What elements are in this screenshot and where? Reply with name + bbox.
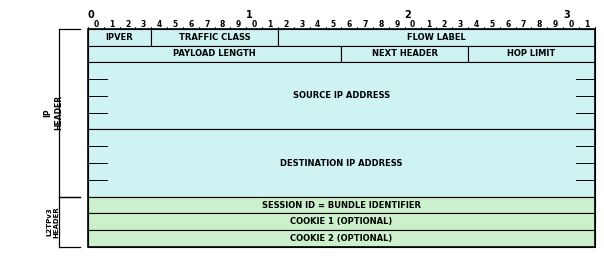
Text: L2TPv3
HEADER: L2TPv3 HEADER — [47, 206, 60, 238]
Bar — [88, 129, 595, 197]
Text: 4: 4 — [156, 20, 162, 29]
Text: 1: 1 — [584, 20, 590, 29]
Bar — [88, 29, 595, 247]
Text: SESSION ID = BUNDLE IDENTIFIER: SESSION ID = BUNDLE IDENTIFIER — [262, 201, 421, 210]
Text: IPVER: IPVER — [106, 32, 133, 41]
Text: 3: 3 — [141, 20, 146, 29]
Text: DESTINATION IP ADDRESS: DESTINATION IP ADDRESS — [280, 159, 402, 168]
Text: 1: 1 — [246, 10, 253, 20]
Text: 0: 0 — [410, 20, 416, 29]
Bar — [468, 46, 595, 62]
Bar — [151, 29, 278, 46]
Text: FLOW LABEL: FLOW LABEL — [407, 32, 466, 41]
Bar — [88, 29, 151, 46]
Text: 0: 0 — [88, 10, 95, 20]
Text: 7: 7 — [521, 20, 526, 29]
Text: TRAFFIC CLASS: TRAFFIC CLASS — [179, 32, 251, 41]
Text: 2: 2 — [125, 20, 130, 29]
Text: NEXT HEADER: NEXT HEADER — [371, 49, 438, 58]
Text: HOP LIMIT: HOP LIMIT — [507, 49, 556, 58]
Text: 6: 6 — [347, 20, 352, 29]
Text: 2: 2 — [283, 20, 289, 29]
Text: 4: 4 — [474, 20, 478, 29]
Text: 1: 1 — [109, 20, 114, 29]
Text: 8: 8 — [220, 20, 225, 29]
Text: 6: 6 — [505, 20, 510, 29]
Text: 7: 7 — [204, 20, 210, 29]
Bar — [88, 62, 595, 129]
Text: 4: 4 — [315, 20, 320, 29]
Text: 0: 0 — [252, 20, 257, 29]
Text: COOKIE 2 (OPTIONAL): COOKIE 2 (OPTIONAL) — [291, 234, 393, 243]
Text: 7: 7 — [362, 20, 368, 29]
Text: 3: 3 — [457, 20, 463, 29]
Bar — [88, 197, 595, 213]
Text: 5: 5 — [331, 20, 336, 29]
Bar — [341, 46, 468, 62]
Text: 0: 0 — [93, 20, 98, 29]
Text: 9: 9 — [236, 20, 241, 29]
Text: 3: 3 — [299, 20, 304, 29]
Bar — [278, 29, 595, 46]
Text: PAYLOAD LENGTH: PAYLOAD LENGTH — [173, 49, 256, 58]
Text: 6: 6 — [188, 20, 193, 29]
Text: COOKIE 1 (OPTIONAL): COOKIE 1 (OPTIONAL) — [291, 217, 393, 226]
Text: 0: 0 — [568, 20, 574, 29]
Text: 1: 1 — [268, 20, 272, 29]
Bar — [88, 230, 595, 247]
Text: IP
HEADER: IP HEADER — [43, 95, 63, 130]
Bar — [88, 213, 595, 230]
Text: 3: 3 — [563, 10, 570, 20]
Text: SOURCE IP ADDRESS: SOURCE IP ADDRESS — [293, 91, 390, 100]
Text: 2: 2 — [405, 10, 411, 20]
Bar — [88, 46, 341, 62]
Text: 1: 1 — [426, 20, 431, 29]
Text: 8: 8 — [378, 20, 384, 29]
Text: 9: 9 — [394, 20, 399, 29]
Text: 5: 5 — [489, 20, 495, 29]
Text: 5: 5 — [173, 20, 178, 29]
Text: 9: 9 — [553, 20, 558, 29]
Text: 8: 8 — [537, 20, 542, 29]
Text: 2: 2 — [442, 20, 447, 29]
